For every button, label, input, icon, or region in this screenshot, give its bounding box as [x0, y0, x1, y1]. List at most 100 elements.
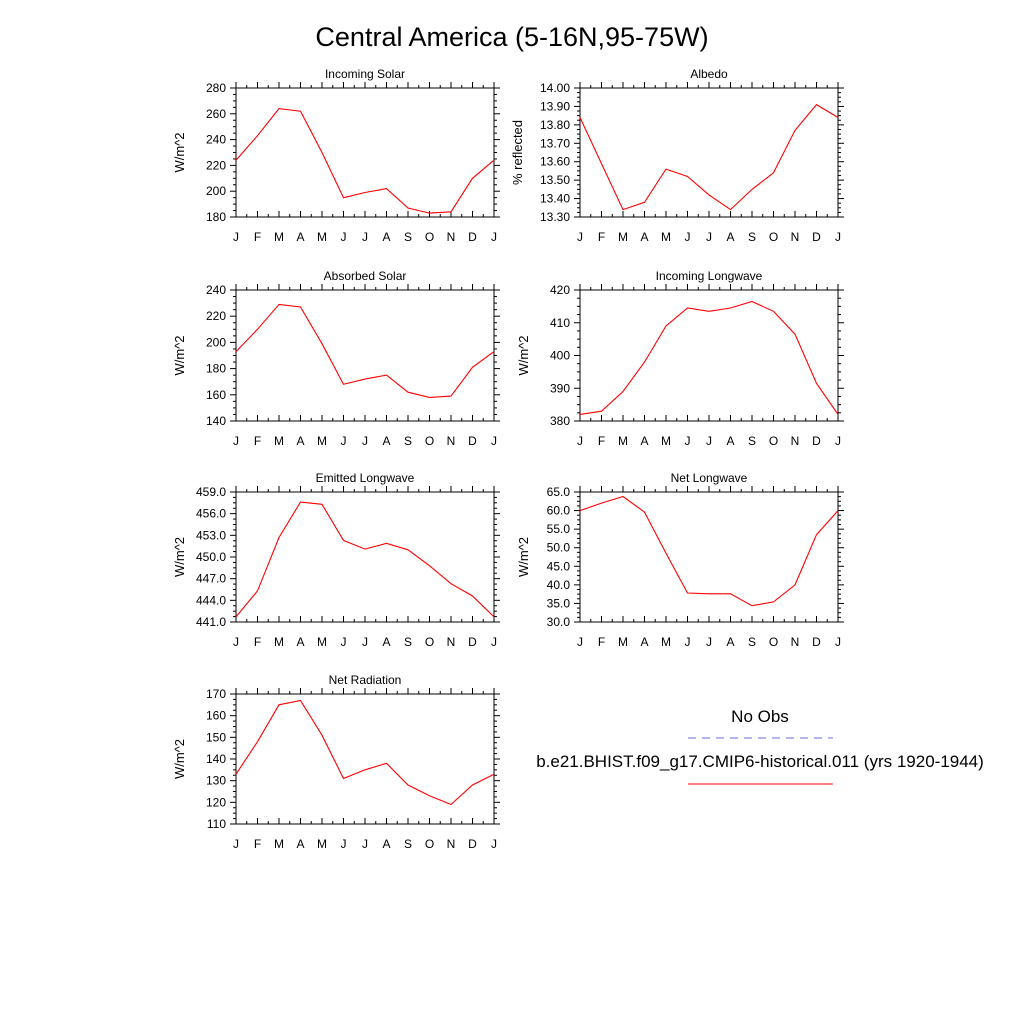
y-tick-label: 35.0 [547, 596, 571, 610]
x-tick-label: F [254, 837, 261, 851]
plot-frame [235, 693, 495, 825]
x-tick-label: N [791, 434, 800, 448]
panel-title: Net Radiation [329, 673, 402, 687]
y-tick-label: 160 [206, 388, 226, 402]
x-tick-label: F [254, 635, 261, 649]
y-tick-label: 420 [550, 283, 570, 297]
y-tick-label: 180 [206, 210, 226, 224]
y-tick-label: 30.0 [547, 615, 571, 629]
x-tick-label: A [382, 837, 390, 851]
x-tick-label: F [254, 230, 261, 244]
x-tick-label: A [726, 230, 734, 244]
y-tick-label: 447.0 [196, 572, 226, 586]
y-tick-label: 130 [206, 774, 226, 788]
x-tick-label: O [769, 230, 778, 244]
y-tick-label: 110 [207, 817, 226, 831]
x-tick-label: O [425, 837, 434, 851]
y-axis-label: W/m^2 [516, 335, 531, 375]
x-tick-label: J [233, 230, 239, 244]
x-tick-label: M [274, 837, 284, 851]
x-tick-label: A [382, 230, 390, 244]
x-tick-label: J [835, 635, 841, 649]
x-tick-label: S [404, 434, 412, 448]
plot-frame [579, 289, 839, 422]
x-tick-label: J [341, 434, 347, 448]
y-tick-label: 380 [550, 414, 570, 428]
y-tick-label: 260 [206, 107, 226, 121]
y-axis-label: W/m^2 [172, 132, 187, 172]
x-tick-label: J [577, 434, 583, 448]
x-tick-label: N [447, 837, 456, 851]
x-tick-label: M [661, 230, 671, 244]
x-tick-label: A [296, 635, 304, 649]
x-tick-label: O [425, 635, 434, 649]
x-tick-label: J [491, 837, 497, 851]
y-axis-label: W/m^2 [516, 537, 531, 577]
x-tick-label: D [468, 434, 477, 448]
plot-frame [235, 87, 495, 218]
x-tick-label: D [468, 230, 477, 244]
series-line-0 [235, 108, 495, 214]
x-tick-label: S [748, 635, 756, 649]
x-tick-label: S [404, 230, 412, 244]
y-tick-label: 240 [206, 283, 226, 297]
y-tick-label: 220 [206, 309, 226, 323]
y-tick-label: 456.0 [196, 507, 226, 521]
y-tick-label: 120 [206, 795, 226, 809]
x-tick-label: N [447, 230, 456, 244]
x-tick-label: M [274, 434, 284, 448]
y-tick-label: 140 [206, 414, 226, 428]
x-tick-label: F [598, 434, 605, 448]
x-tick-label: O [769, 434, 778, 448]
x-tick-label: M [661, 635, 671, 649]
legend: No Obs b.e21.BHIST.f09_g17.CMIP6-histori… [536, 707, 984, 785]
panel-title: Incoming Longwave [656, 269, 763, 283]
x-tick-label: M [317, 230, 327, 244]
figure-title: Central America (5-16N,95-75W) [315, 22, 708, 52]
plot-frame [235, 491, 495, 623]
y-tick-label: 150 [206, 730, 226, 744]
x-tick-label: J [362, 434, 368, 448]
x-tick-label: M [317, 434, 327, 448]
y-tick-label: 200 [206, 184, 226, 198]
series-line-0 [579, 103, 839, 211]
x-tick-label: J [685, 434, 691, 448]
y-tick-label: 240 [206, 133, 226, 147]
x-tick-label: M [618, 635, 628, 649]
x-tick-label: M [274, 635, 284, 649]
x-tick-label: M [618, 434, 628, 448]
y-tick-label: 390 [550, 381, 570, 395]
y-tick-label: 13.70 [540, 136, 570, 150]
x-tick-label: A [296, 837, 304, 851]
x-tick-label: O [425, 230, 434, 244]
y-tick-label: 170 [206, 687, 226, 701]
x-tick-label: J [835, 434, 841, 448]
y-tick-label: 45.0 [547, 559, 571, 573]
x-tick-label: D [812, 635, 821, 649]
x-tick-label: M [317, 635, 327, 649]
legend-label-model: b.e21.BHIST.f09_g17.CMIP6-historical.011… [536, 752, 984, 771]
x-tick-label: J [341, 635, 347, 649]
x-tick-label: F [598, 230, 605, 244]
y-tick-label: 200 [206, 335, 226, 349]
x-tick-label: J [362, 230, 368, 244]
x-tick-label: S [404, 635, 412, 649]
y-tick-label: 459.0 [196, 485, 226, 499]
x-tick-label: M [661, 434, 671, 448]
y-tick-label: 410 [550, 316, 570, 330]
plot-frame [579, 491, 839, 623]
x-tick-label: J [362, 837, 368, 851]
x-tick-label: S [748, 230, 756, 244]
x-tick-label: J [233, 434, 239, 448]
x-tick-label: J [341, 837, 347, 851]
y-axis-label: % reflected [510, 120, 525, 185]
y-tick-label: 40.0 [547, 578, 571, 592]
panel-title: Albedo [690, 67, 728, 81]
